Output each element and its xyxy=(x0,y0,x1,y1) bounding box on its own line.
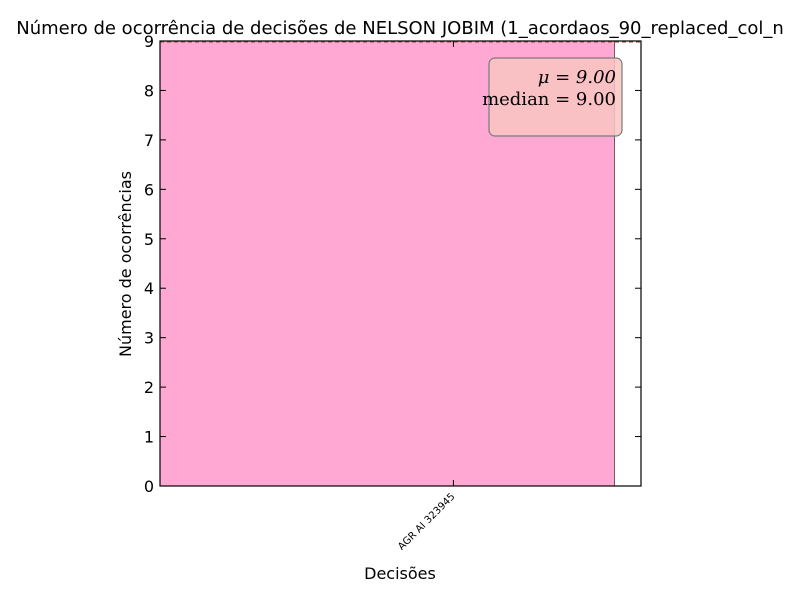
y-tick-label: 2 xyxy=(144,378,154,397)
y-tick-label: 7 xyxy=(144,131,154,150)
y-tick-label: 8 xyxy=(144,81,154,100)
stats-mean-label: μ = 9.00 xyxy=(538,67,616,88)
stats-annotation-box: μ = 9.00 median = 9.00 xyxy=(482,57,623,137)
x-tick-label: AGR AI 323945 xyxy=(396,491,457,552)
stats-box-background xyxy=(488,57,623,137)
y-axis-label: Número de ocorrências xyxy=(116,171,135,357)
chart-title: Número de ocorrência de decisões de NELS… xyxy=(16,18,784,39)
x-axis-label: Decisões xyxy=(364,564,436,583)
y-tick-label: 0 xyxy=(144,477,154,496)
stats-median-label: median = 9.00 xyxy=(482,89,616,110)
y-tick-label: 6 xyxy=(144,180,154,199)
y-tick-label: 4 xyxy=(144,279,154,298)
y-tick-label: 9 xyxy=(144,32,154,51)
y-axis: 0 1 2 3 4 5 6 7 8 9 xyxy=(144,32,641,496)
y-tick-label: 3 xyxy=(144,329,154,348)
y-tick-label: 5 xyxy=(144,230,154,249)
y-tick-label: 1 xyxy=(144,428,154,447)
plot-area-frame xyxy=(159,40,642,487)
